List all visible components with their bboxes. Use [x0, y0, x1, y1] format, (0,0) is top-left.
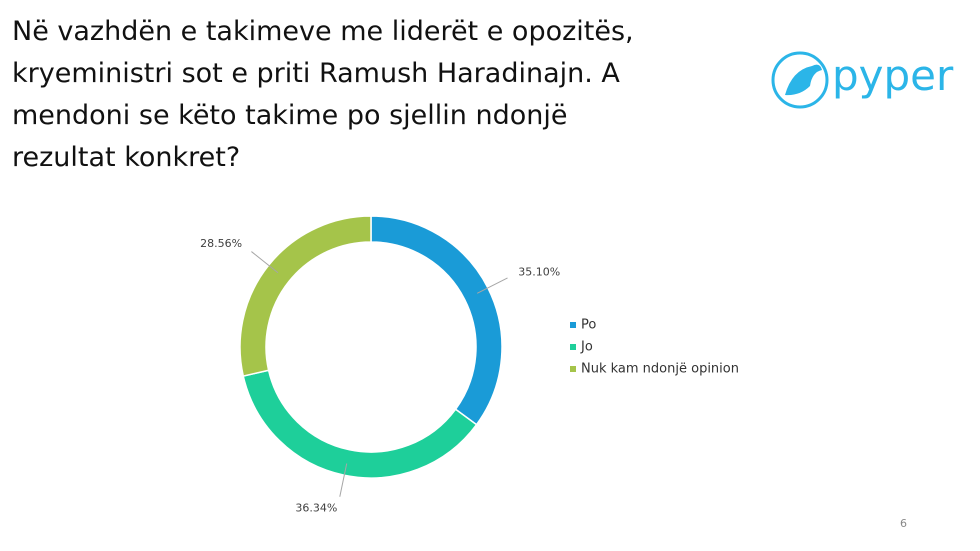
- legend-label: Jo: [580, 340, 593, 355]
- leader-line: [476, 277, 508, 294]
- legend-label: Po: [581, 318, 596, 333]
- logo-ring: [771, 51, 829, 109]
- title-line: rezultat konkret?: [12, 142, 240, 173]
- logo-bird: [785, 64, 822, 96]
- legend-marker: [570, 322, 576, 328]
- title-line: kryeministri sot e priti Ramush Haradina…: [12, 58, 620, 89]
- legend-marker: [570, 366, 576, 372]
- legend-marker: [570, 344, 576, 350]
- title-line: mendoni se këto takime po sjellin ndonjë: [12, 100, 568, 131]
- data-label: 36.34%: [295, 502, 337, 515]
- data-label: 28.56%: [200, 237, 242, 250]
- page-number: 6: [900, 517, 907, 530]
- leader-line: [251, 251, 279, 274]
- leader-line: [339, 463, 348, 497]
- logo: pyper: [771, 51, 954, 109]
- donut-segment: [239, 215, 372, 377]
- legend-label: Nuk kam ndonjë opinion: [581, 362, 739, 377]
- title-line: Në vazhdën e takimeve me liderët e opozi…: [12, 16, 634, 47]
- data-label: 35.10%: [518, 266, 560, 279]
- logo-text: pyper: [832, 51, 954, 100]
